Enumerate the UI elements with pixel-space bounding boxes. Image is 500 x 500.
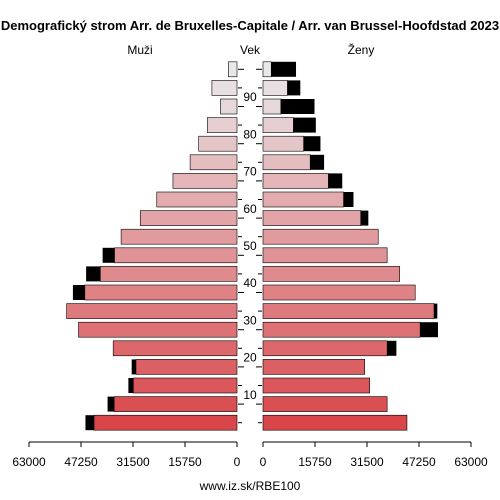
male-bar (100, 266, 238, 282)
axes-group: 63000 47250 31500 15750 0 0 15750 31500 47250 630… (12, 68, 488, 469)
female-bar (262, 173, 329, 189)
x-tick-label: 47250 (64, 455, 98, 469)
female-surplus-bar (360, 210, 369, 226)
female-bar (262, 154, 311, 171)
age-tick-label: 90 (243, 90, 257, 104)
male-bar (228, 61, 238, 78)
female-surplus-bar (434, 303, 438, 319)
age-tick-label: 40 (243, 276, 257, 290)
x-tick-label: 15750 (168, 455, 202, 469)
male-surplus-bar (102, 247, 115, 263)
chart-title: Demografický strom Arr. de Bruxelles-Cap… (1, 18, 499, 33)
age-tick-label: 60 (243, 202, 257, 216)
male-bar (206, 117, 238, 133)
x-tick-label: 31500 (350, 455, 384, 469)
female-surplus-bar (343, 192, 354, 207)
age-tick-label: 20 (243, 351, 257, 365)
female-bar (262, 340, 388, 357)
male-bar (139, 210, 238, 226)
footer-url: www.iz.sk/RBE100 (199, 479, 301, 493)
male-bar (93, 414, 238, 431)
male-bar (198, 135, 238, 152)
female-bar (262, 359, 365, 375)
female-surplus-bar (303, 136, 321, 152)
x-tick-label: 47250 (402, 455, 436, 469)
male-bar (172, 173, 238, 189)
male-bar (133, 377, 238, 394)
x-tick-label: 0 (234, 455, 241, 469)
female-bar (262, 321, 421, 338)
female-bar (262, 377, 370, 394)
male-bar (113, 396, 238, 412)
male-surplus-bar (86, 266, 101, 282)
x-tick-label: 15750 (298, 455, 332, 469)
male-surplus-bar (72, 285, 85, 300)
male-bar (220, 98, 238, 115)
male-surplus-bar (131, 359, 136, 375)
x-tick-label: 63000 (454, 455, 488, 469)
female-bar (262, 135, 304, 152)
male-bar (135, 359, 238, 375)
male-bar (78, 321, 238, 338)
male-surplus-bar (128, 378, 134, 393)
center-axis-label: Vek (240, 43, 261, 57)
x-tick-label: 63000 (12, 455, 46, 469)
right-series-label: Ženy (348, 42, 375, 57)
female-surplus-bar (310, 154, 325, 170)
male-bar (120, 228, 238, 245)
male-bar (112, 340, 238, 357)
age-tick-label: 50 (243, 239, 257, 253)
male-bar (84, 284, 238, 301)
female-bar (262, 228, 379, 245)
male-bar (114, 247, 238, 264)
female-bar (262, 117, 294, 133)
female-bar (262, 266, 400, 282)
x-tick-label: 31500 (116, 455, 150, 469)
female-bar (262, 80, 288, 96)
female-surplus-bar (420, 322, 438, 338)
age-tick-label: 80 (243, 127, 257, 141)
female-bar (262, 210, 362, 226)
female-bar (262, 303, 435, 319)
female-bar (262, 61, 272, 78)
x-tick-label: 0 (260, 455, 267, 469)
female-bar (262, 396, 388, 412)
male-bar (211, 80, 238, 96)
female-surplus-bar (293, 117, 316, 133)
female-surplus-bar (271, 61, 297, 77)
male-bar (189, 154, 238, 171)
male-surplus-bar (85, 415, 95, 431)
bars-group (66, 61, 438, 431)
female-bar (262, 414, 408, 431)
female-surplus-bar (287, 80, 301, 96)
female-bar (262, 98, 282, 115)
left-series-label: Muži (127, 43, 152, 57)
male-surplus-bar (107, 396, 115, 412)
female-bar (262, 191, 344, 208)
age-tick-label: 70 (243, 165, 257, 179)
male-bar (156, 191, 238, 208)
age-tick-label: 30 (243, 313, 257, 327)
male-bar (66, 303, 238, 319)
age-tick-label: 10 (243, 388, 257, 402)
female-bar (262, 284, 416, 301)
female-surplus-bar (280, 99, 315, 114)
female-surplus-bar (328, 173, 343, 189)
female-surplus-bar (387, 340, 397, 356)
female-bar (262, 247, 388, 264)
